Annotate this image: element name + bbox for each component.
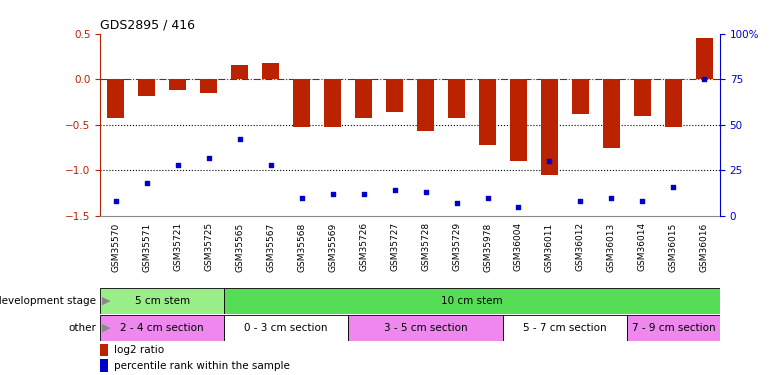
Bar — [355, 80, 372, 118]
Point — [203, 154, 215, 160]
Text: 5 cm stem: 5 cm stem — [135, 296, 189, 306]
Bar — [293, 80, 310, 127]
Point — [233, 136, 246, 142]
Bar — [665, 80, 682, 127]
Point — [512, 204, 524, 210]
Bar — [627, 315, 720, 341]
Text: 10 cm stem: 10 cm stem — [441, 296, 503, 306]
Text: 2 - 4 cm section: 2 - 4 cm section — [120, 323, 204, 333]
Point — [574, 198, 587, 204]
Bar — [100, 344, 108, 356]
Bar — [541, 80, 558, 175]
Text: other: other — [69, 323, 96, 333]
Point — [296, 195, 308, 201]
Bar — [100, 288, 224, 314]
Bar — [262, 63, 279, 80]
Point — [481, 195, 494, 201]
Bar — [100, 315, 224, 341]
Bar — [603, 80, 620, 148]
Bar — [479, 80, 496, 145]
Point — [450, 200, 463, 206]
Point — [357, 191, 370, 197]
Text: percentile rank within the sample: percentile rank within the sample — [114, 361, 290, 371]
Bar — [224, 315, 348, 341]
Text: ▶: ▶ — [102, 323, 110, 333]
Point — [636, 198, 648, 204]
Point — [605, 195, 618, 201]
Text: 7 - 9 cm section: 7 - 9 cm section — [631, 323, 715, 333]
Bar — [169, 80, 186, 90]
Bar — [510, 80, 527, 161]
Bar — [417, 80, 434, 131]
Bar — [572, 80, 589, 114]
Text: development stage: development stage — [0, 296, 96, 306]
Bar — [634, 80, 651, 116]
Bar — [200, 80, 217, 93]
Text: ▶: ▶ — [102, 296, 110, 306]
Point — [326, 191, 339, 197]
Bar — [224, 288, 720, 314]
Text: 5 - 7 cm section: 5 - 7 cm section — [523, 323, 607, 333]
Bar — [448, 80, 465, 118]
Point — [668, 184, 680, 190]
Bar — [348, 315, 503, 341]
Bar — [324, 80, 341, 127]
Bar — [503, 315, 627, 341]
Text: 0 - 3 cm section: 0 - 3 cm section — [244, 323, 328, 333]
Point — [140, 180, 152, 186]
Point — [388, 188, 400, 194]
Bar — [138, 80, 155, 96]
Point — [264, 162, 276, 168]
Bar — [696, 38, 713, 80]
Text: 3 - 5 cm section: 3 - 5 cm section — [383, 323, 467, 333]
Point — [172, 162, 184, 168]
Point — [544, 158, 556, 164]
Point — [109, 198, 122, 204]
Text: GDS2895 / 416: GDS2895 / 416 — [100, 18, 195, 31]
Text: log2 ratio: log2 ratio — [114, 345, 164, 355]
Bar — [107, 80, 124, 118]
Point — [420, 189, 432, 195]
Bar — [231, 65, 248, 80]
Bar — [386, 80, 403, 112]
Point — [698, 76, 711, 82]
Bar — [100, 360, 108, 372]
